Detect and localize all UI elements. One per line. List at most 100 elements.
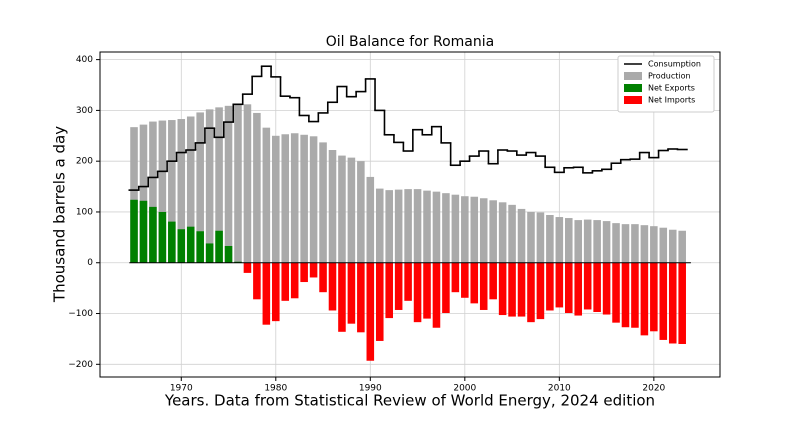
bar: [451, 194, 460, 263]
bar: [328, 262, 337, 311]
bar: [357, 262, 365, 333]
bar: [583, 219, 592, 263]
bar: [527, 211, 535, 263]
bar: [309, 136, 318, 263]
legend-swatch: [624, 96, 642, 104]
bar: [442, 262, 450, 314]
bar: [205, 109, 214, 263]
bar: [186, 116, 195, 263]
bar: [668, 262, 677, 344]
legend-label: Net Exports: [648, 84, 695, 93]
bar: [338, 262, 346, 332]
bar: [309, 262, 318, 278]
bar: [461, 196, 469, 263]
bar: [328, 150, 337, 263]
bar: [621, 262, 630, 328]
bar: [168, 120, 176, 263]
bar: [631, 262, 639, 328]
chart-title: Oil Balance for Romania: [326, 34, 494, 50]
bar: [158, 120, 167, 263]
bar: [470, 196, 479, 263]
bar: [215, 230, 223, 263]
bar: [234, 261, 242, 263]
bar: [139, 124, 148, 263]
legend-label: Consumption: [648, 60, 701, 69]
bar: [149, 121, 157, 263]
bar: [347, 262, 356, 324]
bar: [489, 262, 497, 300]
bar: [650, 226, 658, 263]
bar: [546, 262, 554, 311]
x-tick-label: 1970: [170, 384, 193, 394]
bar: [593, 262, 601, 312]
bar: [489, 200, 497, 263]
y-axis-label: Thousand barrels a day: [51, 126, 69, 303]
bar: [612, 262, 620, 323]
bar: [678, 230, 686, 263]
bar: [593, 220, 601, 263]
bar: [243, 104, 252, 263]
x-tick-label: 1990: [359, 384, 382, 394]
bar: [290, 262, 299, 299]
y-tick-label: 200: [76, 157, 93, 167]
bar: [508, 204, 516, 263]
bar: [234, 104, 242, 263]
bar: [442, 193, 450, 263]
bar: [404, 262, 412, 301]
bar: [413, 189, 422, 263]
bar: [631, 224, 639, 263]
bar: [583, 262, 592, 310]
bar: [186, 226, 195, 263]
bar: [413, 262, 422, 323]
bar: [546, 215, 554, 263]
bar: [385, 190, 393, 263]
bar: [300, 134, 308, 263]
bar: [375, 188, 384, 263]
bar: [508, 262, 516, 317]
bar: [659, 227, 668, 263]
bar: [536, 262, 545, 320]
bar: [168, 221, 176, 263]
bar: [404, 189, 412, 263]
bar: [536, 212, 545, 263]
bar: [196, 231, 204, 263]
bar: [432, 191, 441, 263]
bar: [470, 262, 479, 304]
axes-frame: [99, 51, 721, 378]
bar: [432, 262, 441, 328]
bar: [451, 262, 460, 293]
bar: [319, 142, 327, 263]
bar: [205, 243, 214, 263]
bar: [479, 198, 488, 263]
bar: [290, 133, 299, 263]
bar: [517, 208, 526, 263]
bar: [602, 262, 611, 315]
bar: [366, 262, 375, 361]
bar: [678, 262, 686, 344]
bar: [565, 218, 573, 263]
y-tick-label: 0: [87, 258, 93, 268]
y-tick-label: 400: [76, 55, 93, 65]
bar: [565, 262, 573, 314]
bar: [650, 262, 658, 332]
x-tick-label: 1980: [264, 384, 287, 394]
bar: [158, 211, 167, 263]
bar: [243, 262, 252, 273]
bar: [602, 221, 611, 263]
bar: [659, 262, 668, 340]
bar: [253, 262, 261, 300]
bar: [281, 134, 290, 263]
bar: [177, 119, 186, 263]
bar: [300, 262, 308, 283]
bar: [139, 200, 148, 263]
bar: [319, 262, 327, 293]
bar: [366, 176, 375, 263]
bar: [262, 127, 271, 263]
bar: [668, 229, 677, 263]
bar: [394, 262, 403, 310]
bar: [517, 262, 526, 317]
legend-swatch: [624, 72, 642, 80]
x-axis-label: Years. Data from Statistical Review of W…: [164, 392, 655, 410]
bar: [177, 229, 186, 263]
